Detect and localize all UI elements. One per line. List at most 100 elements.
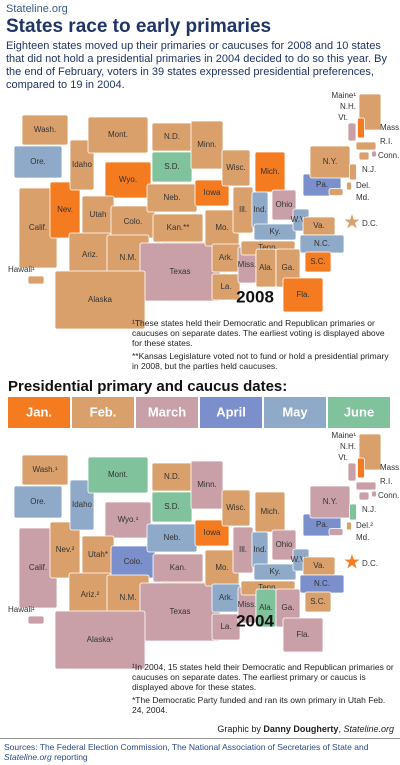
- state: [309, 485, 351, 519]
- site-name: Stateline.org: [6, 3, 68, 15]
- footnote: ¹In 2004, 15 states held their Democrati…: [132, 662, 394, 692]
- state-label: Tenn.: [258, 243, 278, 252]
- legend-swatch: [200, 397, 262, 428]
- state-label: La.: [220, 622, 231, 631]
- state-label: Vt.: [338, 113, 348, 122]
- state-label: Ill.: [239, 545, 247, 554]
- state: [358, 151, 370, 161]
- state-label: Maine¹: [332, 91, 357, 100]
- state-label: Nev.: [57, 205, 73, 214]
- state-label: Calif.: [29, 563, 47, 572]
- state-label: Wisc.: [226, 163, 246, 172]
- legend-label: March: [148, 404, 186, 419]
- state-label: Mo.: [215, 223, 228, 232]
- footnotes: ¹In 2004, 15 states held their Democrati…: [132, 662, 396, 718]
- state: [104, 501, 152, 539]
- state-label: Kan.: [170, 563, 186, 572]
- state-label: Mich.: [260, 167, 279, 176]
- state-label: R.I.: [380, 477, 392, 486]
- legend-label: April: [216, 404, 246, 419]
- credit-author: Danny Dougherty: [263, 724, 339, 734]
- state-label: Alaska¹: [87, 635, 114, 644]
- state-map: Wash. Ore. Calif. Nev. Idaho Mont. Wyo. Utah Col…: [8, 91, 400, 330]
- state-label: Ariz.²: [81, 590, 100, 599]
- state: [221, 489, 251, 527]
- state-label: Utah: [90, 210, 107, 219]
- state-label: Iowa: [204, 528, 221, 537]
- state-label: Ala.: [259, 603, 273, 612]
- state-label: Alaska: [88, 295, 113, 304]
- state: [304, 591, 332, 613]
- state: [271, 189, 297, 221]
- state: [27, 275, 45, 285]
- state-label: Ohio: [276, 200, 293, 209]
- state-label: Ind.: [253, 205, 266, 214]
- legend-swatch: [8, 397, 70, 428]
- state-label: Idaho: [72, 160, 93, 169]
- state: [282, 277, 324, 313]
- state-label: Kan.**: [167, 223, 190, 232]
- state-label: La.: [220, 282, 231, 291]
- state-label: Mont.: [108, 130, 128, 139]
- footnote: ¹These states held their Democratic and …: [132, 318, 385, 348]
- state-map: Wash.¹ Ore. Calif. Nev.² Idaho Mont. Wyo.¹ Utah…: [8, 431, 400, 670]
- state: [104, 161, 152, 199]
- state: [271, 529, 297, 561]
- state-label: Neb.: [164, 533, 181, 542]
- state-label: Colo.: [124, 217, 143, 226]
- state: [13, 485, 63, 519]
- state: [21, 114, 69, 146]
- legend-label: Feb.: [90, 404, 117, 419]
- map-year: 2008: [236, 287, 274, 306]
- state-label: Utah*: [88, 550, 108, 559]
- state-label: D.C.: [362, 559, 378, 568]
- state-label: S.C.: [310, 257, 326, 266]
- state-label: S.C.: [310, 597, 326, 606]
- state-label: Neb.: [164, 193, 181, 202]
- state-label: N.H.: [340, 442, 356, 451]
- credit-site: Stateline.org: [343, 724, 394, 734]
- state-label: Ga.: [282, 263, 295, 272]
- state: [346, 181, 352, 191]
- state-label: Mich.: [260, 507, 279, 516]
- title: States race to early primaries: [6, 16, 272, 37]
- state: [253, 223, 297, 241]
- state: [371, 490, 377, 498]
- state: [253, 563, 297, 581]
- state-label: N.H.: [340, 102, 356, 111]
- map-year: 2004: [236, 611, 274, 630]
- state-label: Mass.: [380, 463, 400, 472]
- state: [54, 610, 146, 670]
- state-label: Ill.: [239, 205, 247, 214]
- state-label: D.C.: [362, 219, 378, 228]
- sources-text: Sources: The Federal Election Commission…: [4, 742, 369, 752]
- state-label: Ala.: [259, 263, 273, 272]
- state-label: Del.²: [356, 521, 373, 530]
- state-label: N.J.: [362, 505, 376, 514]
- state-label: Mont.: [108, 470, 128, 479]
- state-label: Ky.: [270, 227, 281, 236]
- state: [49, 521, 81, 579]
- state: [194, 179, 230, 207]
- state: [355, 481, 377, 491]
- credit: Graphic by Danny Dougherty, Stateline.or…: [217, 724, 394, 734]
- state-label: Wash.¹: [32, 465, 57, 474]
- state: [347, 462, 357, 482]
- state-label: N.C.: [314, 239, 330, 248]
- subtitle: Eighteen states moved up their primaries…: [6, 40, 387, 91]
- legend-label: June: [344, 404, 374, 419]
- state-label: Ind.: [253, 545, 266, 554]
- state: [27, 615, 45, 625]
- state-label: Wisc.: [226, 503, 246, 512]
- state-label: Ohio: [276, 540, 293, 549]
- state-label: Idaho: [72, 500, 93, 509]
- state-label: Wash.: [34, 125, 56, 134]
- state: [87, 456, 149, 494]
- state-label: N.D.: [164, 132, 180, 141]
- state-label: Ky.: [270, 567, 281, 576]
- state-label: Ark.: [219, 253, 233, 262]
- state-label: Pa.: [316, 180, 328, 189]
- legend-title: Presidential primary and caucus dates:: [8, 378, 288, 395]
- state-label: Conn.: [378, 151, 399, 160]
- legend-swatch: [264, 397, 326, 428]
